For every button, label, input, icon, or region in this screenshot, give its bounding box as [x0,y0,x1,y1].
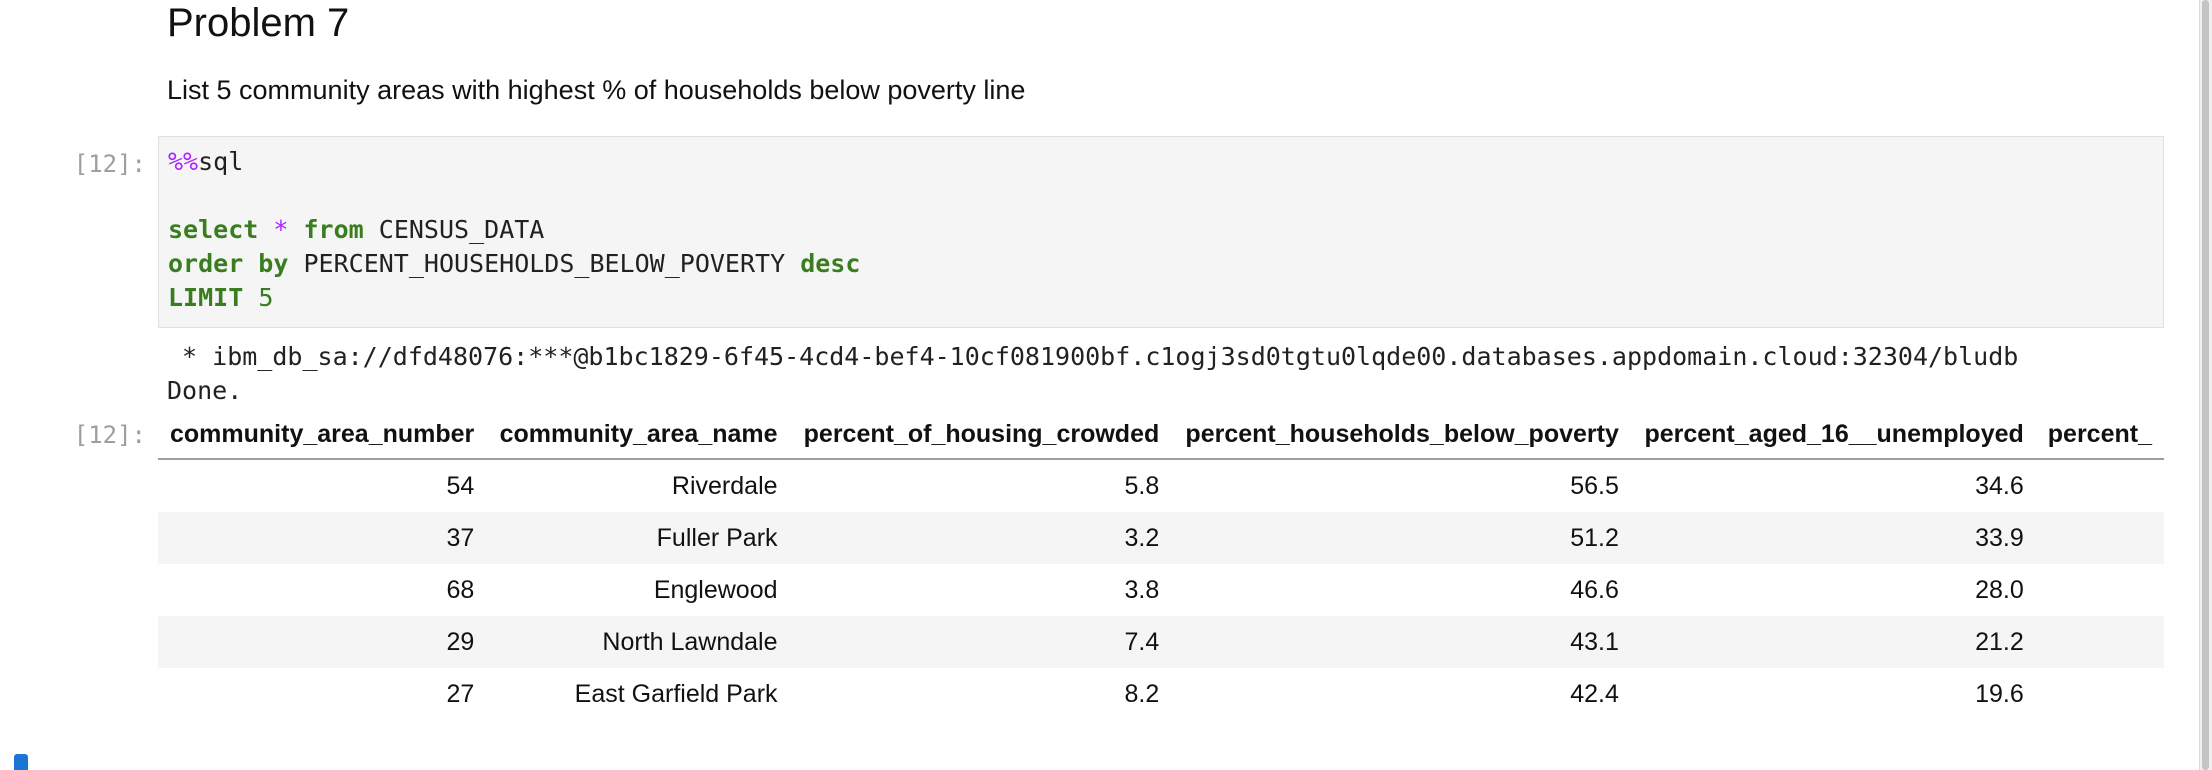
table-row: 37 Fuller Park 3.2 51.2 33.9 [158,512,2164,564]
table-cell: 5.8 [1124,471,1160,500]
star-operator: * [273,215,289,244]
kw-desc: desc [800,249,861,278]
limit-value: 5 [258,283,274,312]
table-cell: 8.2 [1124,679,1160,708]
table-cell: 27 [446,679,475,708]
markdown-description: List 5 community areas with highest % of… [167,75,1026,105]
table-cell: East Garfield Park [574,679,778,708]
status-text: Done. [167,376,243,405]
markdown-heading: Problem 7 [167,1,350,45]
kw-limit: LIMIT [168,283,244,312]
code-text[interactable]: %%sql select * from CENSUS_DATA order by… [168,145,2163,315]
table-cell [2036,564,2164,616]
magic-name: sql [198,147,244,176]
table-cell: 68 [446,575,475,604]
table-cell [2036,512,2164,564]
table-cell: 34.6 [1975,471,2024,500]
column-header: community_area_number [158,410,487,460]
table-cell: 33.9 [1975,523,2024,552]
scrollbar-thumb[interactable] [2202,0,2209,770]
table-cell: Riverdale [671,471,778,500]
table-row: 54 Riverdale 5.8 56.5 34.6 [158,459,2164,512]
column-header: percent_ [2035,410,2164,460]
table-cell: 28.0 [1975,575,2024,604]
table-cell: 21.2 [1975,627,2024,656]
table-cell: 56.5 [1570,471,1619,500]
table-cell: North Lawndale [602,627,778,656]
code-cell-editor[interactable]: %%sql select * from CENSUS_DATA order by… [158,136,2164,328]
connection-string: * ibm_db_sa://dfd48076:***@b1bc1829-6f45… [167,342,2019,371]
output-prompt: [12]: [73,421,146,449]
vertical-scrollbar[interactable] [2199,0,2212,770]
table-row: 29 North Lawndale 7.4 43.1 21.2 [158,616,2164,668]
table-cell: 46.6 [1570,575,1619,604]
output-table: community_area_number community_area_nam… [158,410,2164,720]
table-cell: 3.2 [1124,523,1160,552]
table-row: 27 East Garfield Park 8.2 42.4 19.6 [158,668,2164,720]
table-cell: 54 [446,471,475,500]
magic-symbol: %% [168,147,199,176]
table-name: CENSUS_DATA [378,215,545,244]
kw-from: from [303,215,364,244]
table-cell: Fuller Park [656,523,778,552]
table-cell: 43.1 [1570,627,1619,656]
stdout-output: * ibm_db_sa://dfd48076:***@b1bc1829-6f45… [167,340,2018,408]
table-cell: 3.8 [1124,575,1160,604]
column-header: percent_households_below_poverty [1171,410,1631,460]
kw-select: select [168,215,259,244]
output-table-container[interactable]: community_area_number community_area_nam… [158,410,2164,720]
table-cell: Englewood [653,575,778,604]
table-cell [2036,616,2164,668]
column-header: community_area_name [486,410,790,460]
kw-order-by: order by [168,249,289,278]
order-column: PERCENT_HOUSEHOLDS_BELOW_POVERTY [303,249,786,278]
table-cell: 42.4 [1570,679,1619,708]
input-prompt: [12]: [73,150,146,178]
table-cell [2036,668,2164,720]
column-header: percent_aged_16__unemployed [1630,410,2036,460]
table-cell: 29 [446,627,475,656]
column-header: percent_of_housing_crowded [789,410,1172,460]
table-cell [2036,459,2164,512]
table-header-row: community_area_number community_area_nam… [158,410,2164,460]
table-cell: 19.6 [1975,679,2024,708]
table-cell: 51.2 [1570,523,1619,552]
cell-collapser[interactable] [14,754,28,770]
table-cell: 37 [446,523,475,552]
table-row: 68 Englewood 3.8 46.6 28.0 [158,564,2164,616]
table-cell: 7.4 [1124,627,1160,656]
